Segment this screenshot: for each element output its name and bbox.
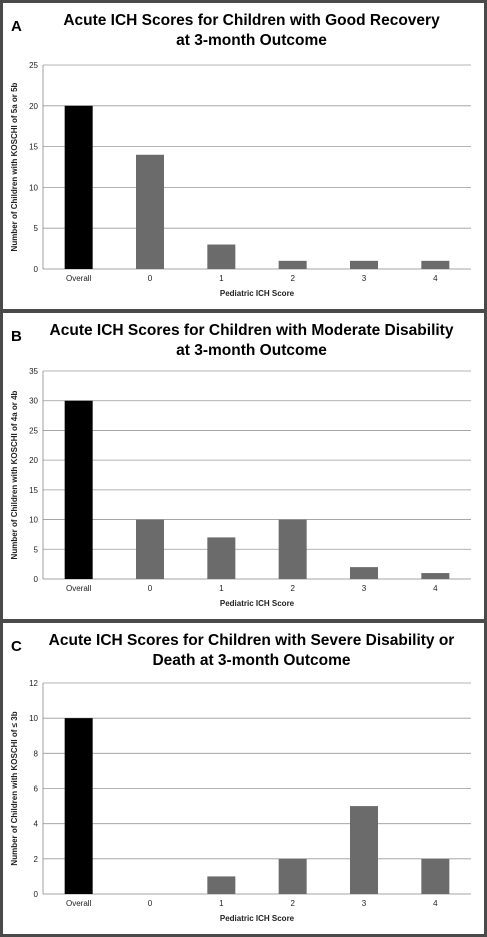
- bar-score-2: [278, 519, 307, 579]
- y-tick-label: 0: [34, 575, 39, 584]
- x-axis-title: Pediatric ICH Score: [220, 289, 295, 298]
- chart-title-line: Acute ICH Scores for Children with Moder…: [50, 322, 454, 339]
- y-tick-label: 25: [29, 426, 38, 435]
- bar-score-0: [136, 519, 164, 579]
- y-tick-label: 30: [29, 397, 38, 406]
- bar-score-0: [136, 154, 164, 269]
- x-tick-label: 1: [219, 899, 224, 908]
- chart-title-line: Acute ICH Scores for Children with Sever…: [49, 632, 455, 649]
- y-tick-label: 4: [34, 820, 39, 829]
- y-tick-label: 20: [29, 102, 38, 111]
- bar-score-3: [350, 260, 378, 269]
- y-tick-label: 12: [29, 679, 38, 688]
- bar-score-4: [421, 858, 450, 894]
- bar-score-2: [278, 858, 307, 894]
- y-tick-label: 20: [29, 456, 38, 465]
- x-tick-label: 2: [290, 274, 295, 283]
- chart-svg: B Acute ICH Scores for Children with Mode…: [10, 322, 471, 608]
- y-tick-label: 8: [34, 749, 39, 758]
- y-tick-label: 15: [29, 486, 38, 495]
- bar-score-1: [207, 244, 236, 269]
- bar-overall: [64, 400, 93, 579]
- chart-title-line: at 3-month Outcome: [176, 32, 327, 49]
- chart-title-line: Death at 3-month Outcome: [152, 652, 350, 669]
- x-tick-label: Overall: [66, 274, 92, 283]
- chart-svg: A Acute ICH Scores for Children with Good…: [10, 12, 471, 298]
- x-axis-title: Pediatric ICH Score: [220, 599, 295, 608]
- x-tick-label: 4: [433, 584, 438, 593]
- y-tick-label: 0: [34, 265, 39, 274]
- panel-letter: C: [11, 638, 22, 655]
- y-tick-label: 2: [34, 855, 39, 864]
- y-tick-label: 35: [29, 367, 38, 376]
- y-tick-label: 0: [34, 890, 39, 899]
- x-tick-label: 4: [433, 274, 438, 283]
- x-tick-label: Overall: [66, 899, 92, 908]
- x-tick-label: 0: [148, 584, 153, 593]
- x-tick-label: 4: [433, 899, 438, 908]
- bar-overall: [64, 105, 93, 269]
- y-axis-title: Number of Children with KOSCHI of ≤ 3b: [10, 711, 19, 865]
- panel-letter: B: [11, 328, 22, 345]
- x-axis-title: Pediatric ICH Score: [220, 914, 295, 923]
- y-tick-label: 10: [29, 183, 38, 192]
- y-tick-label: 25: [29, 61, 38, 70]
- bar-score-3: [350, 567, 378, 579]
- y-tick-label: 6: [34, 785, 39, 794]
- x-tick-label: 3: [362, 584, 367, 593]
- bar-score-4: [421, 573, 450, 579]
- chart-title-line: at 3-month Outcome: [176, 342, 327, 359]
- y-tick-label: 10: [29, 714, 38, 723]
- x-tick-label: 0: [148, 274, 153, 283]
- y-axis-title: Number of Children with KOSCHI of 4a or …: [10, 390, 19, 559]
- x-tick-label: 2: [290, 899, 295, 908]
- bar-overall: [64, 718, 93, 894]
- chart-panel-a: A Acute ICH Scores for Children with Good…: [3, 3, 484, 309]
- bar-score-3: [350, 806, 378, 894]
- y-axis-title: Number of Children with KOSCHI of 5a or …: [10, 82, 19, 251]
- bar-score-1: [207, 876, 236, 894]
- chart-panel-b: B Acute ICH Scores for Children with Mode…: [3, 313, 484, 619]
- y-tick-label: 15: [29, 143, 38, 152]
- chart-title-line: Acute ICH Scores for Children with Good …: [63, 12, 440, 29]
- y-tick-label: 5: [34, 545, 39, 554]
- x-tick-label: 1: [219, 584, 224, 593]
- panel-letter: A: [11, 18, 22, 35]
- y-tick-label: 5: [34, 224, 39, 233]
- chart-svg: C Acute ICH Scores for Children with Seve…: [10, 632, 471, 923]
- x-tick-label: 3: [362, 899, 367, 908]
- x-tick-label: 3: [362, 274, 367, 283]
- x-tick-label: Overall: [66, 584, 92, 593]
- x-tick-label: 2: [290, 584, 295, 593]
- chart-panel-c: C Acute ICH Scores for Children with Seve…: [3, 623, 484, 934]
- x-tick-label: 0: [148, 899, 153, 908]
- bar-score-1: [207, 537, 236, 579]
- bar-score-4: [421, 260, 450, 269]
- x-tick-label: 1: [219, 274, 224, 283]
- bar-score-2: [278, 260, 307, 269]
- y-tick-label: 10: [29, 516, 38, 525]
